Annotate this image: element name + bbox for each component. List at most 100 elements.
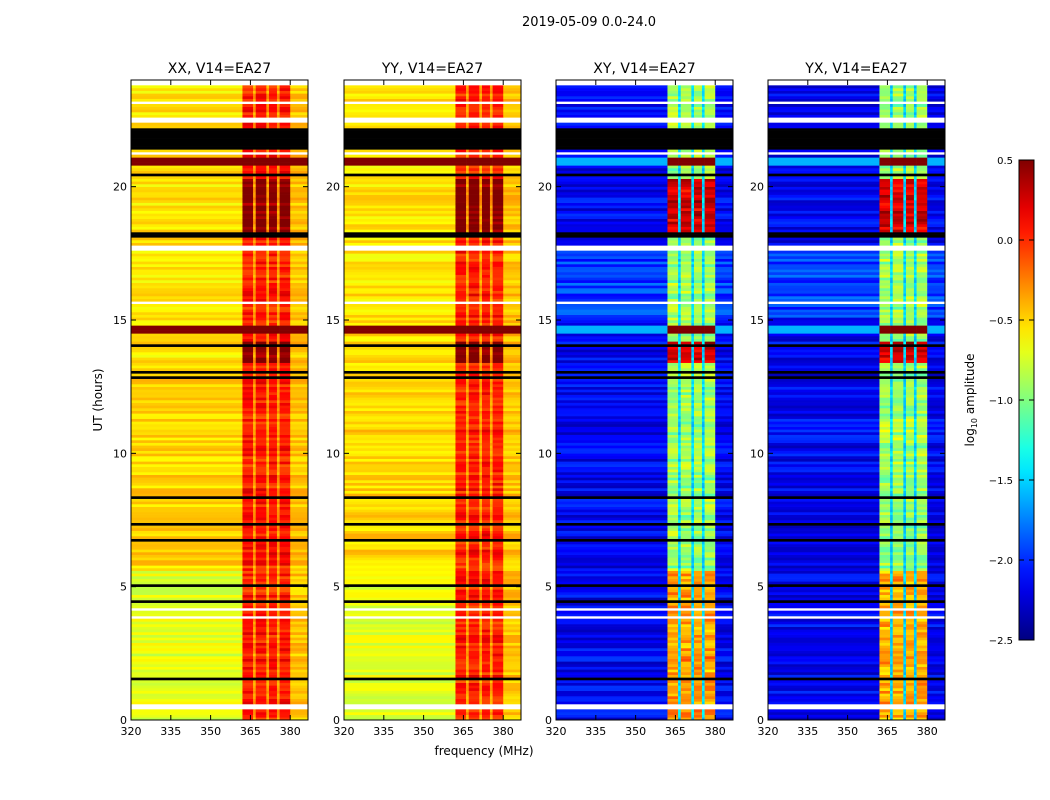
heatmap-cell bbox=[266, 373, 270, 377]
heatmap-cell bbox=[556, 581, 668, 585]
heatmap-cell bbox=[468, 322, 480, 326]
heatmap-cell bbox=[131, 237, 243, 241]
heatmap-cell bbox=[693, 637, 703, 641]
heatmap-cell bbox=[492, 570, 504, 574]
heatmap-cell bbox=[255, 346, 267, 350]
heatmap-cell bbox=[466, 210, 470, 214]
heatmap-cell bbox=[667, 546, 679, 550]
heatmap-cell bbox=[680, 426, 692, 430]
heatmap-cell bbox=[455, 88, 467, 91]
heatmap-cell bbox=[556, 442, 668, 446]
heatmap-cell bbox=[680, 549, 692, 553]
heatmap-cell bbox=[131, 176, 243, 179]
heatmap-cell bbox=[503, 621, 522, 625]
heatmap-cell bbox=[253, 640, 257, 643]
heatmap-cell bbox=[255, 392, 267, 395]
heatmap-cell bbox=[344, 405, 456, 409]
heatmap-cell bbox=[678, 482, 682, 486]
heatmap-cell bbox=[556, 525, 668, 529]
heatmap-cell bbox=[344, 466, 456, 470]
heatmap-cell bbox=[503, 106, 522, 110]
heatmap-cell bbox=[489, 256, 493, 259]
heatmap-cell bbox=[680, 533, 692, 537]
heatmap-cell bbox=[667, 645, 679, 649]
heatmap-cell bbox=[266, 256, 270, 259]
heatmap-cell bbox=[468, 458, 480, 462]
heatmap-cell bbox=[455, 557, 467, 561]
heatmap-cell bbox=[253, 178, 257, 182]
heatmap-cell bbox=[481, 170, 491, 174]
heatmap-cell bbox=[468, 589, 480, 593]
heatmap-cell bbox=[691, 533, 695, 537]
heatmap-cell bbox=[715, 562, 734, 566]
heatmap-cell bbox=[503, 184, 522, 187]
heatmap-cell bbox=[466, 658, 470, 662]
heatmap-cell bbox=[455, 488, 467, 491]
heatmap-cell bbox=[556, 378, 668, 382]
heatmap-cell bbox=[290, 362, 309, 366]
heatmap-cell bbox=[489, 450, 493, 454]
heatmap-cell bbox=[255, 440, 267, 443]
heatmap-cell bbox=[279, 205, 291, 209]
heatmap-cell bbox=[481, 112, 491, 115]
heatmap-cell bbox=[131, 626, 243, 630]
heatmap-cell bbox=[344, 290, 456, 294]
heatmap-cell bbox=[481, 88, 491, 91]
heatmap-cell bbox=[693, 634, 703, 638]
heatmap-cell bbox=[344, 536, 456, 539]
heatmap-cell bbox=[276, 333, 280, 337]
heatmap-cell bbox=[290, 192, 309, 195]
heatmap-cell bbox=[667, 669, 679, 673]
heatmap-cell bbox=[266, 226, 270, 230]
heatmap-cell bbox=[344, 621, 456, 625]
heatmap-cell bbox=[455, 202, 467, 206]
heatmap-cell bbox=[691, 618, 695, 622]
heatmap-cell bbox=[455, 186, 467, 190]
heatmap-cell bbox=[466, 613, 470, 617]
heatmap-cell bbox=[290, 653, 309, 657]
heatmap-cell bbox=[715, 490, 734, 494]
heatmap-cell bbox=[253, 506, 257, 510]
heatmap-cell bbox=[701, 392, 705, 395]
heatmap-cell bbox=[344, 320, 456, 323]
heatmap-cell bbox=[466, 197, 470, 201]
heatmap-cell bbox=[680, 429, 692, 433]
x-tick-label: 335 bbox=[160, 725, 181, 738]
heatmap-cell bbox=[255, 242, 267, 246]
heatmap-cell bbox=[131, 224, 243, 227]
heatmap-cell bbox=[691, 386, 695, 390]
heatmap-cell bbox=[455, 360, 467, 363]
heatmap-cell bbox=[279, 352, 291, 355]
heatmap-cell bbox=[290, 410, 309, 414]
heatmap-cell bbox=[253, 456, 257, 459]
heatmap-cell bbox=[481, 400, 491, 403]
heatmap-cell bbox=[253, 237, 257, 241]
heatmap-cell bbox=[701, 530, 705, 534]
heatmap-cell bbox=[268, 288, 278, 291]
heatmap-cell bbox=[466, 314, 470, 318]
heatmap-cell bbox=[268, 472, 278, 475]
heatmap-cell bbox=[253, 533, 257, 537]
heatmap-cell bbox=[131, 181, 243, 185]
heatmap-cell bbox=[279, 176, 291, 179]
heatmap-cell bbox=[455, 253, 467, 257]
heatmap-cell bbox=[266, 440, 270, 443]
heatmap-cell bbox=[479, 714, 483, 718]
heatmap-cell bbox=[131, 322, 243, 326]
heatmap-cell bbox=[131, 125, 243, 129]
heatmap-cell bbox=[253, 552, 257, 555]
heatmap-cell bbox=[693, 453, 703, 457]
heatmap-cell bbox=[556, 520, 668, 523]
heatmap-cell bbox=[455, 224, 467, 227]
heatmap-cell bbox=[489, 325, 493, 329]
heatmap-cell bbox=[715, 365, 734, 369]
heatmap-cell bbox=[242, 88, 254, 91]
heatmap-cell bbox=[479, 573, 483, 577]
heatmap-cell bbox=[268, 690, 278, 694]
heatmap-cell bbox=[279, 645, 291, 649]
heatmap-cell bbox=[678, 477, 682, 481]
heatmap-cell bbox=[667, 477, 679, 481]
heatmap-cell bbox=[466, 250, 470, 254]
heatmap-cell bbox=[344, 421, 456, 425]
heatmap-cell bbox=[242, 693, 254, 697]
